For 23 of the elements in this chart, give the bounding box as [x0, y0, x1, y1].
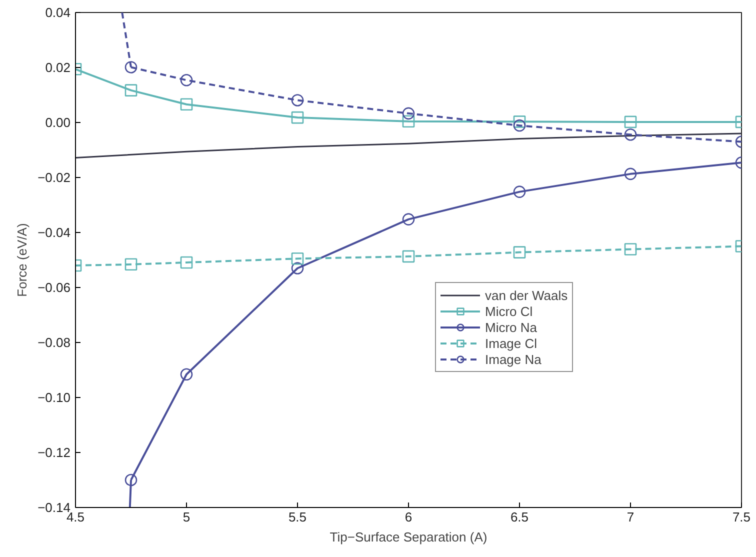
- legend-label: van der Waals: [485, 287, 568, 303]
- y-tick-label: −0.12: [38, 445, 71, 460]
- y-tick-label: −0.10: [38, 390, 71, 405]
- legend-label: Image Cl: [485, 335, 538, 351]
- legend-label: Micro Cl: [485, 303, 533, 319]
- x-tick-label: 6: [404, 510, 412, 524]
- y-tick-label: 0.02: [45, 60, 71, 75]
- y-tick-label: −0.06: [38, 280, 71, 295]
- y-tick-label: −0.02: [38, 170, 71, 185]
- y-tick-label: 0.04: [45, 5, 71, 20]
- x-tick-label: 5.5: [288, 510, 307, 524]
- x-axis-title: Tip−Surface Separation (A): [330, 530, 488, 544]
- x-tick-label: 6.5: [510, 510, 529, 524]
- y-tick-label: −0.04: [38, 225, 71, 240]
- y-tick-label: −0.14: [38, 500, 71, 515]
- y-axis-title: Force (eV/A): [14, 223, 30, 297]
- y-tick-label: 0.00: [45, 115, 71, 130]
- x-tick-label: 5: [182, 510, 190, 524]
- y-tick-label: −0.08: [38, 335, 71, 350]
- x-tick-label: 7: [626, 510, 634, 524]
- x-tick-label: 7.5: [732, 510, 751, 524]
- legend-label: Micro Na: [485, 319, 538, 335]
- legend-label: Image Na: [485, 351, 542, 367]
